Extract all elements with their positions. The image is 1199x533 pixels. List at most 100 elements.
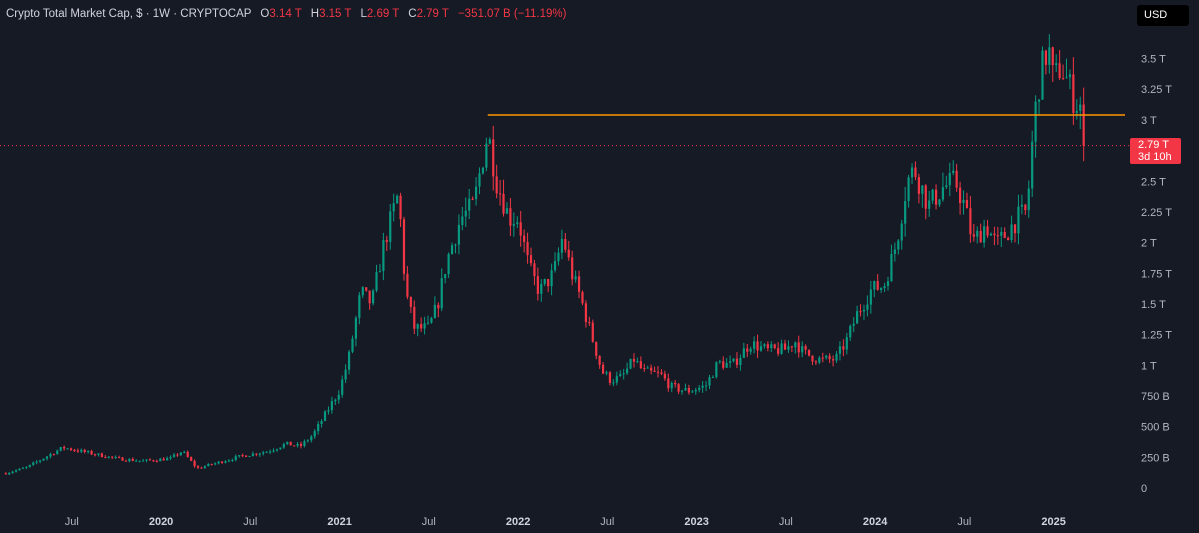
candle-body xyxy=(928,200,931,209)
candle-body xyxy=(632,358,636,362)
candle-body xyxy=(361,287,364,296)
candle-body xyxy=(914,167,917,178)
last-price-value: 2.79 T xyxy=(1138,139,1169,151)
candle-body xyxy=(1020,204,1023,207)
candle-body xyxy=(492,139,495,177)
candle-body xyxy=(450,245,454,255)
candle-body xyxy=(440,278,443,309)
time-tick-label: Jul xyxy=(957,516,971,528)
candle-body xyxy=(152,460,155,462)
candle-body xyxy=(952,170,955,173)
candle-body xyxy=(148,459,152,461)
candle-body xyxy=(323,411,327,421)
candle-body xyxy=(931,189,934,201)
candle-body xyxy=(39,460,42,462)
candle-body xyxy=(818,357,821,363)
candle-body xyxy=(969,208,972,235)
time-tick-label: Jul xyxy=(65,516,79,528)
candle-body xyxy=(378,271,382,273)
candle-body xyxy=(849,325,852,338)
candle-body xyxy=(100,453,104,458)
candle-body xyxy=(540,283,543,294)
candle-body xyxy=(574,276,577,280)
candle-body xyxy=(897,240,900,250)
candle-body xyxy=(289,441,292,446)
candle-body xyxy=(880,287,883,290)
price-tick-label: 1.75 T xyxy=(1141,268,1172,280)
candle-body xyxy=(595,341,598,356)
candle-body xyxy=(341,379,344,395)
candle-body xyxy=(59,447,62,451)
time-tick-label: Jul xyxy=(243,516,257,528)
candle-body xyxy=(437,304,440,309)
candle-body xyxy=(231,460,234,462)
candle-body xyxy=(286,441,289,445)
candle-body xyxy=(715,362,718,378)
candle-body xyxy=(124,460,128,462)
candle-body xyxy=(663,373,666,379)
candle-body xyxy=(1079,104,1082,111)
candle-body xyxy=(722,361,725,368)
candle-body xyxy=(1068,74,1072,78)
candle-body xyxy=(214,463,217,465)
candle-body xyxy=(547,279,550,287)
candle-body xyxy=(763,344,766,347)
price-tick-label: 3.5 T xyxy=(1141,54,1166,66)
candle-body xyxy=(265,451,268,453)
candle-body xyxy=(797,342,800,353)
candle-body xyxy=(732,358,735,362)
candle-body xyxy=(131,458,134,461)
candle-body xyxy=(560,239,563,253)
candle-body xyxy=(255,453,258,455)
candle-body xyxy=(893,249,896,255)
candle-body xyxy=(643,368,646,370)
candle-body xyxy=(842,346,845,350)
candle-body xyxy=(457,224,461,245)
candle-body xyxy=(766,344,769,349)
candle-body xyxy=(1017,206,1020,234)
time-tick-label: 2024 xyxy=(863,516,888,528)
candle-body xyxy=(196,466,200,468)
candle-body xyxy=(526,241,529,256)
candle-body xyxy=(495,176,498,194)
candle-body xyxy=(821,357,824,359)
candle-body xyxy=(97,453,100,455)
candle-body xyxy=(626,368,629,374)
candle-body xyxy=(704,385,708,387)
candle-body xyxy=(523,235,526,242)
candle-body xyxy=(344,369,347,380)
currency-button[interactable]: USD xyxy=(1137,5,1189,26)
time-axis: Jul 2020 Jul 2021 Jul 2022 Jul 2023 Jul 2024 Jul 20… xyxy=(65,516,1066,528)
candle-body xyxy=(32,462,35,465)
candle-body xyxy=(536,276,539,294)
candle-body xyxy=(69,448,73,451)
candle-body xyxy=(979,230,982,243)
candle-body xyxy=(680,390,684,392)
candle-body xyxy=(612,382,615,384)
candle-body xyxy=(601,364,605,374)
candle-body xyxy=(11,471,14,473)
candle-body xyxy=(454,244,457,246)
candle-body xyxy=(890,254,893,282)
low-value: 2.69 T xyxy=(366,8,400,20)
last-price-tag: 2.79 T 3d 10h xyxy=(1130,138,1181,164)
candle-body xyxy=(1044,50,1048,65)
candle-body xyxy=(135,460,138,462)
candle-body xyxy=(430,318,433,323)
candle-body xyxy=(330,401,333,411)
candle-body xyxy=(1048,47,1051,65)
candle-body xyxy=(279,447,282,450)
price-tick-label: 1.25 T xyxy=(1141,330,1172,342)
candle-body xyxy=(1072,74,1075,113)
candle-body xyxy=(622,373,625,375)
candle-body xyxy=(739,357,742,365)
candle-body xyxy=(900,223,903,241)
time-tick-label: Jul xyxy=(600,516,614,528)
candle-body xyxy=(852,323,855,326)
candle-body xyxy=(756,341,759,351)
candle-body xyxy=(406,273,409,297)
candle-body xyxy=(1003,232,1006,238)
candle-body xyxy=(571,257,574,280)
candle-body xyxy=(337,394,340,400)
